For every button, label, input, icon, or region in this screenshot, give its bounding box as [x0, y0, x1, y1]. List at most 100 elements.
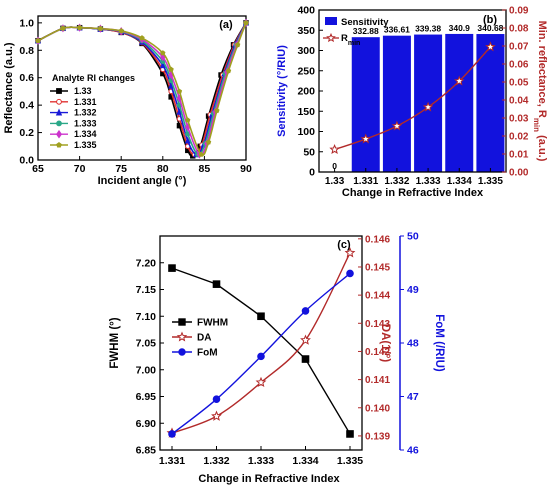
- panel-c-y2-axis-label: DA(1/°): [379, 324, 391, 363]
- panel-c-y2-tick-label: 0.145: [365, 262, 390, 273]
- panel-c-y2-tick-label: 0.146: [365, 234, 390, 245]
- panel-b-y2-tick-label: 0.08: [509, 24, 529, 35]
- panel-b-y2-tick-label: 0.04: [509, 96, 529, 107]
- panel-b-y-tick-label: 150: [297, 106, 315, 118]
- panel-b-y-tick-label: 300: [297, 45, 315, 57]
- panel-c-y2-tick-label: 0.143: [365, 319, 390, 330]
- panel-b-y-tick-label: 0: [309, 167, 315, 179]
- panel-b-legend-entry-sensitivity: Sensitivity: [341, 17, 389, 28]
- panel-b-bar-value-label: 332.88: [353, 26, 379, 36]
- panel-c-data-point: [257, 352, 265, 361]
- panel-b-rmin-point: [391, 120, 403, 131]
- panel-a-legend-marker: [55, 108, 63, 116]
- panel-b-legend-swatch-sensitivity: [325, 17, 337, 25]
- panel-b-bar: [476, 34, 505, 173]
- panel-b-rmin-point: [360, 133, 371, 144]
- panel-b-y2-tick-label: 0.01: [509, 150, 529, 161]
- panel-b-x-tick-label: 1.331: [353, 176, 378, 187]
- panel-a-data-point: [60, 25, 66, 31]
- panel-c-legend-marker: [178, 318, 186, 326]
- panel-b-y2-tick-label: 0.00: [509, 168, 529, 179]
- panel-b-y2-tick-label: 0.09: [509, 6, 529, 17]
- panel-b-x-tick-label: 1.33: [325, 176, 345, 187]
- panel-b-x-tick-label: 1.335: [478, 176, 503, 187]
- panel-a-data-point: [225, 68, 232, 74]
- panel-b-rmin-line: [334, 46, 491, 151]
- panel-b-bar-value-label: 0: [332, 161, 337, 171]
- panel-c-legend-marker: [178, 348, 186, 356]
- panel-b-legend-marker-rmin: [326, 32, 336, 43]
- panel-b-rmin-point: [329, 143, 340, 154]
- panel-b-y-axis-label: Sensitivity (°/RIU): [276, 45, 288, 137]
- panel-c-y-tick-label: 6.90: [136, 418, 157, 430]
- panel-a-frame: [37, 15, 247, 161]
- panel-b-bar-value-label: 336.61: [384, 25, 410, 35]
- panel-a-x-tick-label: 70: [74, 163, 86, 175]
- panel-a-legend-entry: 1.332: [74, 108, 97, 118]
- panel-a-data-point: [160, 50, 166, 56]
- panel-b-y-tick-label: 50: [303, 146, 315, 158]
- panel-c-y2-tick-label: 0.139: [365, 431, 390, 442]
- panel-c-data-point: [212, 395, 221, 403]
- panel-b-bar-value-label: 340.68: [477, 23, 503, 33]
- panel-b-panel-label: (b): [483, 14, 497, 26]
- panel-c-y2-tick-label: 0.140: [365, 403, 390, 414]
- panel-c-y3-tick-label: 46: [407, 445, 419, 457]
- panel-c-legend-entry: FoM: [197, 348, 218, 359]
- panel-b-y2-tick-label: 0.06: [509, 60, 529, 71]
- panel-c-data-point: [301, 307, 310, 315]
- panel-a-y-axis-label: Reflectance (a.u.): [3, 42, 15, 133]
- panel-c-y-tick-label: 7.15: [136, 284, 157, 296]
- panel-c-y3-tick-label: 50: [407, 231, 419, 243]
- panel-a-y-tick-label: 0.0: [19, 155, 34, 167]
- panel-c-data-point: [211, 410, 222, 421]
- panel-a-y-tick-label: 0.6: [19, 72, 34, 84]
- panel-a-data-point: [35, 37, 41, 43]
- panel-a-y-tick-label: 0.2: [19, 127, 34, 139]
- panel-a-data-point: [76, 24, 83, 30]
- panel-c-y-tick-label: 6.85: [136, 445, 157, 457]
- panel-a-x-tick-label: 75: [115, 163, 127, 175]
- panel-b-y2-tick-label: 0.07: [509, 42, 529, 53]
- panel-a-data-point: [205, 139, 212, 145]
- panel-a-x-tick-label: 65: [32, 163, 44, 175]
- panel-b-bar: [351, 37, 380, 173]
- panel-a-legend-entry: 1.333: [74, 118, 97, 128]
- panel-b-y2-axis-label: Min. reflectance, Rmin (a.u.): [533, 21, 549, 162]
- panel-c-y-tick-label: 7.20: [136, 257, 157, 269]
- panel-c-frame: [159, 235, 363, 451]
- panel-c-x-tick-label: 1.331: [159, 455, 185, 467]
- panel-a-legend-marker: [56, 141, 62, 148]
- panel-c-x-tick-label: 1.334: [292, 455, 318, 467]
- panel-b-y-tick-label: 250: [297, 65, 315, 77]
- panel-c-y3-tick-label: 49: [407, 284, 419, 296]
- panel-b-chart: 0 332.88 336.61 339.38 340.9 340.68 0 50 100 150 2…: [276, 5, 548, 200]
- panel-b-x-tick-label: 1.333: [416, 176, 441, 187]
- panel-a-legend-marker: [55, 129, 63, 139]
- panel-a-data-point: [159, 61, 166, 69]
- panel-a-legend-marker: [56, 88, 62, 94]
- panel-b-y-tick-label: 100: [297, 126, 315, 138]
- panel-c-legend-marker: [176, 331, 188, 342]
- panel-b-x-tick-label: 1.332: [384, 176, 409, 187]
- panel-c-data-point: [168, 264, 176, 272]
- panel-a-data-point: [243, 20, 249, 26]
- panel-c-y-tick-label: 7.05: [136, 338, 157, 350]
- panel-c-y3-axis-label: FoM (/RIU): [433, 314, 445, 372]
- panel-c-x-tick-label: 1.332: [203, 455, 229, 467]
- panel-c-x-tick-label: 1.335: [337, 455, 363, 467]
- panel-a-x-tick-label: 85: [199, 163, 211, 175]
- panel-a-y-tick-label: 0.8: [19, 45, 34, 57]
- panel-a-data-point: [214, 107, 220, 113]
- panel-c-y-axis-label: FWHM (°): [109, 317, 121, 368]
- panel-a-legend-entry: 1.335: [74, 140, 97, 150]
- panel-c-data-point: [346, 430, 354, 438]
- panel-a-y-tick-label: 0.4: [19, 100, 34, 112]
- panel-c-y2-tick-label: 0.141: [365, 375, 390, 386]
- panel-a-series-line: [37, 22, 247, 157]
- panel-a-x-tick-label: 80: [157, 163, 169, 175]
- panel-c-panel-label: (c): [337, 239, 351, 251]
- panel-a-legend-marker: [56, 98, 62, 105]
- panel-b-rmin-point: [422, 101, 434, 112]
